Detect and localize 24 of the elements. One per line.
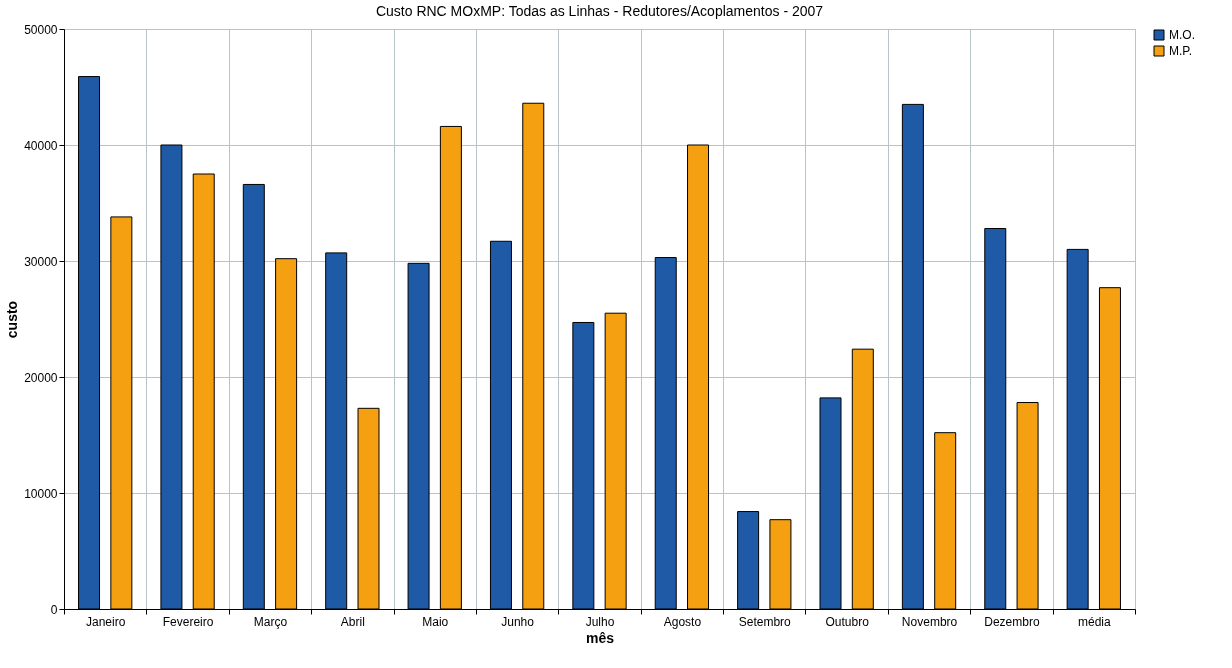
y-axis-title: custo [4,300,21,339]
x-axis-title: mês [585,629,615,646]
y-tick-label: 0 [50,602,58,617]
x-tick-label: Fevereiro [162,614,214,629]
x-tick-label: Maio [422,614,449,629]
chart-title: Custo RNC MOxMP: Todas as Linhas - Redutores/Acoplamentos - 2007 [375,3,824,19]
y-tick-label: 30000 [24,254,58,269]
y-tick-label: 20000 [24,370,58,385]
x-tick-label: Agosto [663,614,702,629]
y-tick-label: 10000 [24,486,58,501]
x-tick-label: média [1077,614,1111,629]
x-tick-label: Setembro [738,614,792,629]
x-tick-label: Abril [340,614,365,629]
x-tick-label: Março [253,614,288,629]
x-tick-label: Junho [501,614,535,629]
legend-label: M.O. [1169,28,1195,42]
x-tick-label: Julho [585,614,615,629]
x-tick-label: Novembro [901,614,958,629]
legend-label: M.P. [1169,44,1193,58]
x-tick-label: Janeiro [86,614,126,629]
y-tick-label: 40000 [24,138,58,153]
y-tick-label: 50000 [24,22,58,37]
x-tick-label: Outubro [825,614,870,629]
x-tick-label: Dezembro [984,614,1040,629]
